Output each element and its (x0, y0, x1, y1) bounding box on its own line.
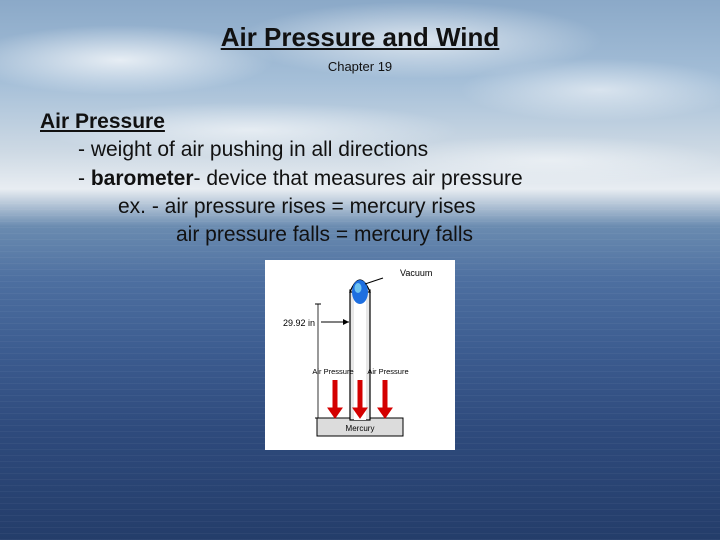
section-body: Air Pressure - weight of air pushing in … (40, 108, 680, 250)
air-pressure-right: Air Pressure (367, 367, 408, 376)
bullet-barometer: - barometer- device that measures air pr… (40, 165, 680, 193)
barometer-diagram: Mercury Vacuum 29.92 in (265, 260, 455, 450)
reading-label: 29.92 in (283, 318, 315, 328)
example-line-1: ex. - air pressure rises = mercury rises (40, 193, 680, 221)
slide-content: Air Pressure and Wind Chapter 19 Air Pre… (0, 0, 720, 455)
slide-title: Air Pressure and Wind (40, 22, 680, 53)
bullet-prefix: - (78, 167, 91, 190)
barometer-svg: Mercury Vacuum 29.92 in (265, 260, 455, 450)
air-pressure-left: Air Pressure (312, 367, 353, 376)
section-heading: Air Pressure (40, 108, 680, 136)
term-barometer: barometer (91, 167, 194, 190)
bullet-definition: - weight of air pushing in all direction… (40, 136, 680, 164)
diagram-container: Mercury Vacuum 29.92 in (40, 260, 680, 455)
example-line-2: air pressure falls = mercury falls (40, 221, 680, 249)
mercury-label: Mercury (346, 424, 375, 433)
vacuum-label: Vacuum (400, 268, 432, 278)
chapter-label: Chapter 19 (40, 59, 680, 74)
barometer-definition: - device that measures air pressure (194, 167, 523, 190)
